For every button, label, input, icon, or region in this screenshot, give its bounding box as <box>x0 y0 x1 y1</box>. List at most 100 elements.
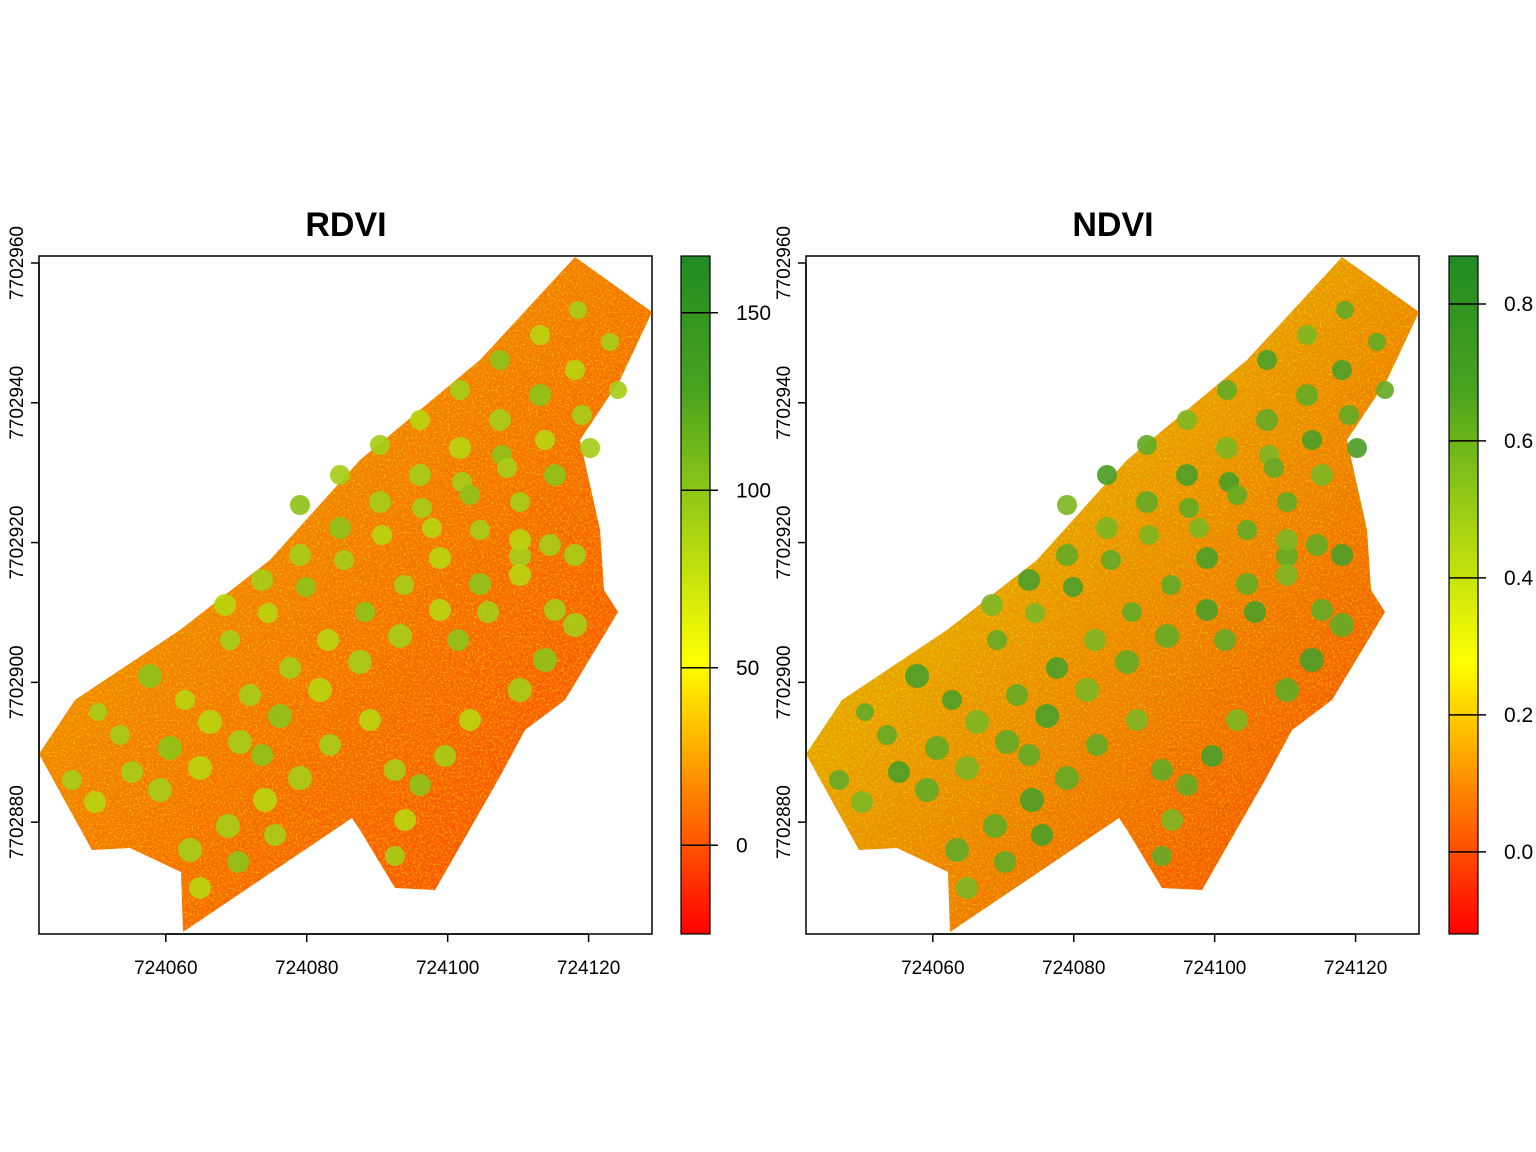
tree-crown <box>264 824 286 846</box>
tree-crown <box>227 851 249 873</box>
raster-red-texture <box>39 257 652 932</box>
legend-tick-label: 0.4 <box>1504 567 1534 590</box>
tree-crown <box>1196 547 1218 569</box>
tree-crown <box>965 710 989 734</box>
y-tick-label: 7702940 <box>774 366 795 440</box>
tree-crown <box>955 756 979 780</box>
tree-crown <box>388 624 412 648</box>
tree-crown <box>1311 599 1333 621</box>
tree-crown <box>509 529 531 551</box>
y-axis: 7702880 7702900 7702920 7702940 7702960 <box>7 226 40 859</box>
tree-crown <box>447 629 469 651</box>
tree-crown <box>1101 550 1121 570</box>
tree-crown <box>1136 491 1158 513</box>
tree-crown <box>1046 657 1068 679</box>
legend-colorbar <box>1448 255 1479 935</box>
y-tick-label: 7702940 <box>7 366 28 440</box>
tree-crown <box>1122 602 1142 622</box>
x-tick-label: 724080 <box>1042 958 1105 979</box>
tree-crown <box>296 577 316 597</box>
tree-crown <box>1376 381 1394 399</box>
tree-crown <box>956 877 978 899</box>
tree-crown <box>369 491 391 513</box>
x-axis: 724060 724080 724100 724120 <box>134 933 620 979</box>
tree-crown <box>329 517 351 539</box>
x-tick-label: 724100 <box>416 958 479 979</box>
tree-crown <box>489 409 511 431</box>
tree-crown <box>189 877 211 899</box>
tree-crown <box>1330 613 1354 637</box>
tree-crown <box>539 534 561 556</box>
tree-crown <box>1277 492 1297 512</box>
tree-crown <box>450 380 470 400</box>
raster-map <box>806 257 1419 932</box>
tree-crown <box>535 430 555 450</box>
tree-crown <box>1139 525 1159 545</box>
tree-crown <box>1332 360 1352 380</box>
tree-crown <box>1237 520 1257 540</box>
tree-crown <box>228 730 252 754</box>
tree-crown <box>394 575 414 595</box>
tree-crown <box>1275 678 1299 702</box>
rdvi-panel: RDVI 724060 724080 724100 724120 7702880770… <box>7 206 771 979</box>
tree-crown <box>1201 745 1223 767</box>
tree-crown <box>497 458 517 478</box>
tree-crown <box>1257 350 1277 370</box>
x-axis: 724060 724080 724100 724120 <box>901 933 1387 979</box>
tree-crown <box>258 603 278 623</box>
tree-crown <box>1057 495 1077 515</box>
tree-crown <box>1115 650 1139 674</box>
tree-crown <box>394 809 416 831</box>
tree-crown <box>1214 629 1236 651</box>
tree-crown <box>1031 824 1053 846</box>
tree-crown <box>569 301 587 319</box>
tree-crown <box>449 437 471 459</box>
tree-crown <box>216 814 240 838</box>
tree-crown <box>138 664 162 688</box>
tree-crown <box>279 657 301 679</box>
tree-crown <box>1236 573 1258 595</box>
tree-crown <box>1096 517 1118 539</box>
tree-crown <box>1244 601 1266 623</box>
tree-crown <box>470 520 490 540</box>
tree-crown <box>1035 704 1059 728</box>
tree-crown <box>1020 788 1044 812</box>
tree-crown <box>289 544 311 566</box>
tree-crown <box>1161 575 1181 595</box>
tree-crown <box>995 730 1019 754</box>
panel-title: RDVI <box>305 206 386 244</box>
tree-crown <box>1179 498 1199 518</box>
tree-crown <box>308 678 332 702</box>
legend-tick-label: 0 <box>736 834 748 857</box>
tree-crown <box>359 709 381 731</box>
tree-crown <box>1276 529 1298 551</box>
tree-crown <box>89 703 107 721</box>
x-tick-label: 724120 <box>557 958 620 979</box>
legend-tick-label: 0.0 <box>1504 841 1533 864</box>
tree-crown <box>529 384 551 406</box>
legend-tick-label: 0.2 <box>1504 704 1533 727</box>
tree-crown <box>1331 544 1353 566</box>
tree-crown <box>1300 648 1324 672</box>
tree-crown <box>158 736 182 760</box>
tree-crown <box>1336 301 1354 319</box>
tree-crown <box>251 569 273 591</box>
tree-crown <box>188 756 212 780</box>
legend-tick-label: 150 <box>736 302 771 325</box>
tree-crown <box>1368 333 1386 351</box>
tree-crown <box>348 650 372 674</box>
tree-crown <box>563 613 587 637</box>
tree-crown <box>148 778 172 802</box>
tree-crown <box>1296 384 1318 406</box>
tree-crown <box>460 485 480 505</box>
y-tick-label: 7702880 <box>7 785 28 859</box>
legend-colorbar <box>680 255 711 935</box>
tree-crown <box>84 791 106 813</box>
tree-crown <box>925 736 949 760</box>
tree-crown <box>175 690 195 710</box>
tree-crown <box>1302 430 1322 450</box>
y-tick-label: 7702920 <box>7 506 28 580</box>
tree-crown <box>1256 409 1278 431</box>
tree-crown <box>1097 465 1117 485</box>
